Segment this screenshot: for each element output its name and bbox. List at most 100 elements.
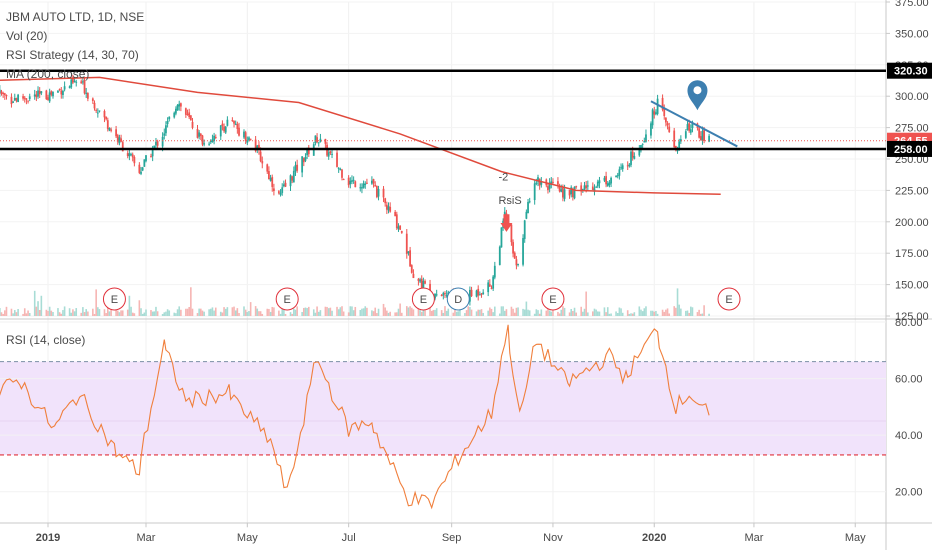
volume-bar bbox=[394, 312, 396, 316]
candle-body bbox=[223, 126, 225, 132]
volume-bar bbox=[294, 309, 297, 316]
volume-bar bbox=[80, 312, 83, 316]
volume-bar bbox=[435, 308, 438, 316]
candle-body bbox=[620, 167, 622, 169]
support-price-badge bbox=[887, 140, 932, 157]
candle-body bbox=[15, 97, 18, 101]
volume-bar bbox=[389, 311, 391, 316]
indicator-ma[interactable]: MA (200, close) bbox=[6, 67, 90, 81]
candle-body bbox=[691, 123, 694, 129]
volume-bar bbox=[2, 313, 4, 316]
volume-bar bbox=[166, 309, 169, 316]
volume-bar bbox=[246, 312, 249, 316]
candle-body bbox=[477, 288, 480, 296]
candle-body bbox=[515, 259, 518, 266]
volume-bar bbox=[410, 307, 413, 316]
candle-body bbox=[52, 91, 54, 97]
earnings-event-icon bbox=[102, 287, 126, 311]
candle-body bbox=[522, 238, 524, 265]
volume-bar bbox=[645, 306, 647, 316]
volume-bar bbox=[221, 312, 224, 316]
volume-bar bbox=[209, 308, 212, 316]
candle-body bbox=[279, 192, 282, 195]
candle-body bbox=[626, 165, 629, 167]
volume-bar bbox=[87, 311, 89, 316]
candle-body bbox=[5, 95, 8, 97]
candle-body bbox=[478, 294, 481, 296]
volume-bar bbox=[452, 312, 455, 316]
candle-body bbox=[661, 97, 664, 110]
volume-bar bbox=[200, 308, 202, 316]
candle-body bbox=[209, 140, 212, 143]
volume-bar bbox=[513, 312, 516, 316]
volume-bar bbox=[208, 309, 210, 316]
candle-body bbox=[86, 92, 89, 99]
candle-body bbox=[372, 179, 375, 184]
price-tick-label: 275.00 bbox=[895, 123, 929, 135]
indicator-rsi-strategy[interactable]: RSI Strategy (14, 30, 70) bbox=[6, 48, 139, 62]
volume-bar bbox=[610, 313, 612, 316]
volume-bar bbox=[92, 308, 94, 316]
candle-body bbox=[655, 112, 657, 115]
volume-bar bbox=[82, 307, 84, 316]
event-label: D bbox=[454, 294, 462, 306]
volume-bar bbox=[429, 307, 431, 316]
candle-body bbox=[138, 164, 141, 173]
candle-body bbox=[307, 147, 310, 155]
volume-bar bbox=[502, 306, 504, 316]
candle-body bbox=[96, 112, 99, 114]
event-label: E bbox=[284, 294, 291, 306]
candle-body bbox=[407, 251, 410, 254]
earnings-event-icon bbox=[541, 287, 565, 311]
candle-body bbox=[106, 120, 109, 129]
volume-bar bbox=[633, 312, 636, 316]
volume-bar bbox=[525, 301, 528, 316]
candle-body bbox=[417, 278, 420, 281]
candle-body bbox=[37, 90, 39, 97]
candle-body bbox=[91, 98, 94, 101]
candle-body bbox=[444, 293, 446, 295]
candle-body bbox=[362, 183, 365, 188]
time-tick-label: May bbox=[845, 532, 866, 544]
rsi-tick-label: 60.00 bbox=[895, 374, 923, 386]
map-marker-hole bbox=[693, 86, 702, 95]
indicator-vol[interactable]: Vol (20) bbox=[6, 29, 48, 43]
candle-body bbox=[382, 188, 385, 198]
volume-bar bbox=[459, 309, 461, 316]
volume-bar bbox=[336, 306, 338, 316]
candle-body bbox=[571, 189, 574, 198]
volume-bar bbox=[615, 311, 617, 316]
candle-body bbox=[259, 151, 262, 162]
candle-body bbox=[268, 171, 270, 180]
volume-bar bbox=[592, 311, 594, 316]
candle-body bbox=[370, 180, 373, 184]
volume-bar bbox=[238, 313, 240, 316]
candle-body bbox=[291, 176, 294, 181]
volume-bar bbox=[676, 288, 679, 316]
volume-bar bbox=[22, 313, 24, 316]
chart-title[interactable]: JBM AUTO LTD, 1D, NSE bbox=[6, 10, 145, 24]
volume-bar bbox=[150, 310, 152, 316]
rsi-title[interactable]: RSI (14, close) bbox=[6, 333, 86, 347]
candle-body bbox=[176, 104, 179, 111]
volume-bar bbox=[598, 311, 601, 316]
volume-bar bbox=[560, 309, 563, 316]
candle-body bbox=[384, 198, 387, 204]
volume-bar bbox=[409, 306, 411, 316]
candle-body bbox=[73, 80, 76, 82]
candle-body bbox=[475, 290, 478, 297]
volume-bar bbox=[533, 313, 536, 316]
candle-body bbox=[605, 176, 608, 185]
candle-body bbox=[294, 165, 297, 172]
candle-body bbox=[359, 187, 362, 189]
time-tick-label: Jul bbox=[342, 532, 356, 544]
candle-body bbox=[224, 126, 227, 133]
volume-bar bbox=[376, 313, 378, 316]
volume-bar bbox=[537, 310, 539, 316]
volume-bar bbox=[582, 311, 584, 316]
volume-bar bbox=[268, 308, 270, 316]
volume-bar bbox=[233, 306, 235, 316]
volume-bar bbox=[678, 304, 680, 316]
